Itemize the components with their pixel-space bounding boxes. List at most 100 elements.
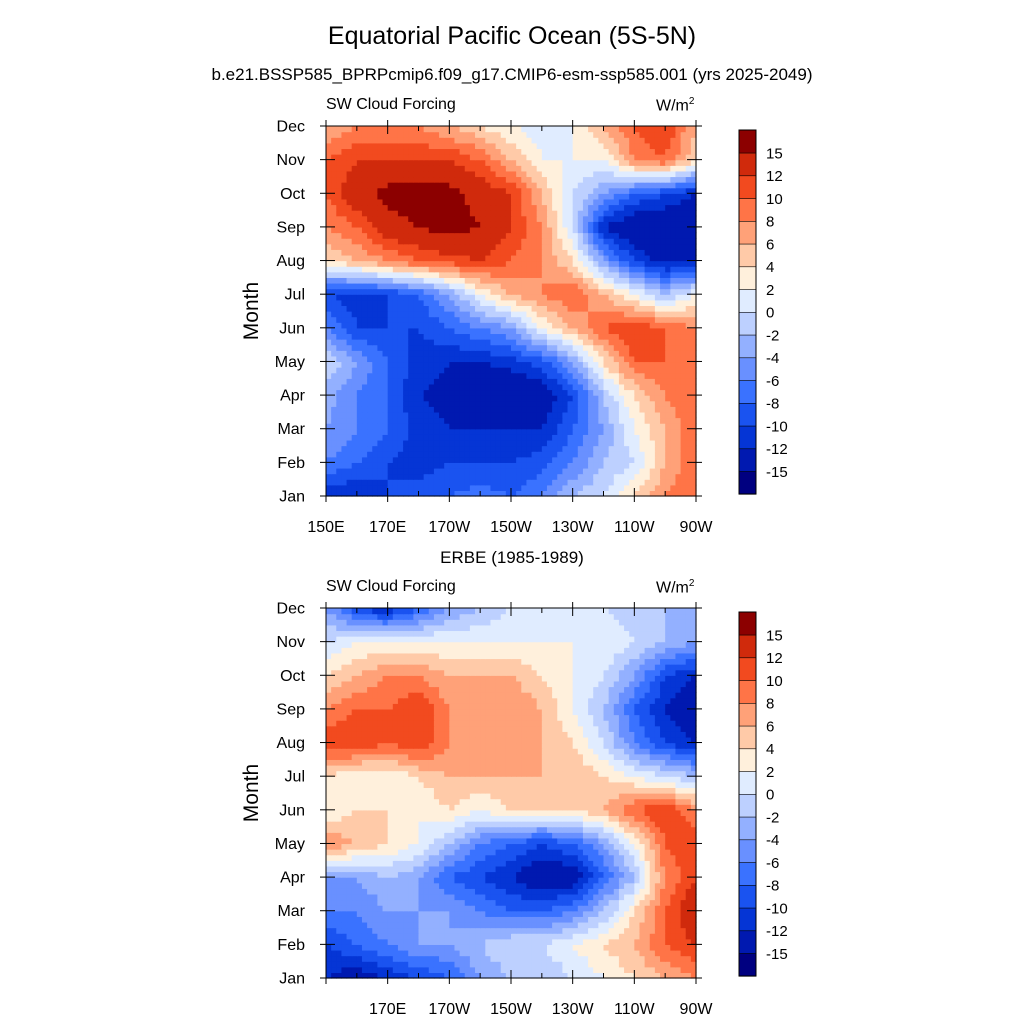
- panel1-cell: [582, 467, 589, 475]
- panel1-cell: [572, 187, 579, 194]
- panel1-cell: [367, 378, 373, 385]
- panel1-cell: [367, 148, 373, 155]
- panel1-cell: [336, 311, 343, 318]
- panel1-cell: [557, 445, 563, 452]
- panel1-cell: [690, 383, 697, 391]
- panel1-cell: [413, 238, 420, 245]
- panel1-cell: [644, 490, 651, 497]
- panel1-cell: [665, 344, 671, 351]
- panel1-cell: [541, 238, 548, 245]
- panel1-cell: [485, 361, 492, 368]
- panel1-cell: [356, 176, 363, 183]
- panel1-cell: [593, 282, 599, 290]
- panel1-cell: [552, 159, 558, 166]
- panel1-cell: [567, 311, 574, 318]
- panel1-cell: [577, 411, 584, 419]
- panel1-cell: [351, 249, 358, 256]
- panel1-cell: [464, 260, 471, 267]
- panel1-cell: [685, 176, 692, 183]
- panel1-cell: [387, 411, 394, 419]
- panel1-cell: [526, 170, 533, 178]
- panel1-cell: [572, 243, 579, 250]
- panel1-cell: [670, 451, 677, 458]
- panel1-cell: [690, 395, 697, 402]
- main-subtitle: b.e21.BSSP585_BPRPcmip6.f09_g17.CMIP6-es…: [211, 65, 813, 84]
- panel1-cell: [675, 221, 682, 228]
- panel1-cell: [397, 215, 404, 222]
- panel1-cell: [582, 131, 589, 138]
- panel1-cell: [546, 350, 553, 357]
- panel1-cell: [582, 165, 589, 172]
- panel1-cell: [511, 176, 517, 183]
- panel1-cell: [536, 232, 543, 239]
- panel1-cell: [377, 389, 384, 396]
- panel1-cell: [392, 137, 399, 144]
- panel1-cell: [341, 311, 348, 318]
- panel1-cell: [377, 490, 384, 497]
- panel1-cell: [511, 479, 517, 486]
- panel1-cell: [382, 456, 389, 463]
- panel1-cell: [521, 193, 528, 200]
- panel1-cell: [336, 411, 343, 419]
- panel1-cell: [408, 339, 414, 346]
- panel1-cell: [613, 182, 620, 189]
- panel1-cell: [372, 395, 378, 402]
- panel1-cell: [428, 367, 435, 374]
- panel1-cell: [433, 462, 440, 469]
- panel1-cell: [495, 490, 502, 497]
- panel1-cell: [624, 204, 630, 211]
- panel1-cell: [500, 232, 507, 239]
- panel1-cell: [690, 170, 697, 178]
- panel1-cell: [608, 266, 615, 273]
- panel1-cell: [531, 423, 538, 430]
- panel1-cell: [464, 400, 471, 407]
- panel1-cell: [469, 165, 476, 172]
- panel1-cell: [577, 445, 584, 452]
- panel1-cell: [423, 327, 430, 335]
- panel1-cell: [341, 288, 348, 295]
- panel1-cell: [536, 484, 543, 491]
- panel1-cell: [557, 456, 563, 463]
- panel1-cell: [680, 400, 687, 407]
- panel2-cell: [660, 972, 666, 979]
- panel1-cell: [464, 316, 471, 323]
- panel1-cell: [665, 411, 671, 419]
- panel1-cell: [480, 395, 486, 402]
- panel1-cell: [495, 305, 502, 312]
- panel1-cell: [582, 210, 589, 217]
- panel1-cell: [408, 198, 414, 206]
- panel1-cell: [588, 423, 594, 430]
- panel1-cell: [397, 176, 404, 183]
- panel1-cell: [644, 406, 651, 413]
- panel1-cell: [649, 142, 656, 150]
- panel1-cell: [634, 361, 641, 368]
- panel1-cell: [536, 462, 543, 469]
- panel1-cell: [341, 204, 348, 211]
- panel1-cell: [403, 271, 409, 278]
- panel1-cell: [485, 423, 492, 430]
- panel1-cell: [511, 254, 517, 262]
- panel1-cell: [634, 282, 641, 290]
- panel1-cell: [675, 182, 682, 189]
- panel1-cell: [618, 406, 625, 413]
- panel1-cell: [665, 350, 671, 357]
- panel1-cell: [572, 462, 579, 469]
- panel1-cell: [423, 445, 430, 452]
- panel1-cell: [392, 411, 399, 419]
- panel1-cell: [557, 198, 563, 206]
- panel1-cell: [361, 182, 368, 189]
- panel1-cell: [423, 411, 430, 419]
- panel1-cell: [603, 361, 610, 368]
- panel1-cell: [464, 148, 471, 155]
- panel1-cell: [582, 142, 589, 150]
- panel1-cell: [485, 232, 492, 239]
- panel1-cell: [675, 484, 682, 491]
- panel1-cell: [505, 327, 512, 335]
- panel1-cell: [454, 305, 461, 312]
- panel1-cell: [346, 148, 353, 155]
- panel1-cell: [629, 361, 635, 368]
- panel1-cell: [531, 479, 538, 486]
- panel1-cell: [670, 355, 677, 363]
- panel1-cell: [654, 490, 661, 497]
- panel1-cell: [459, 383, 466, 391]
